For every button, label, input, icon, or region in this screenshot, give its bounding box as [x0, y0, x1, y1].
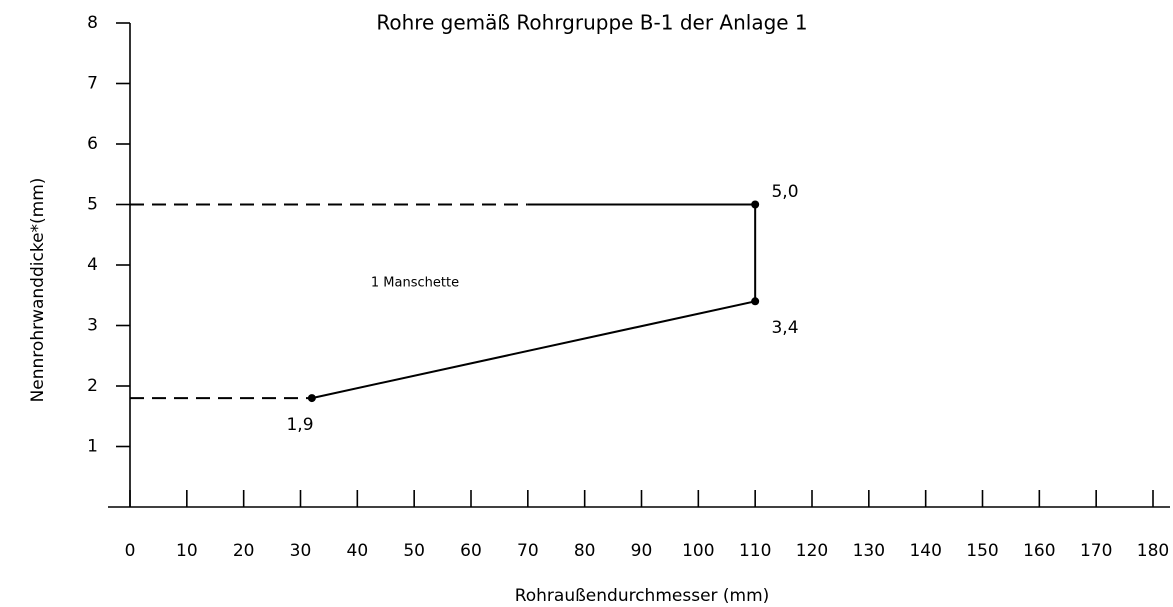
y-tick-label: 3	[87, 316, 98, 336]
x-tick-label: 140	[909, 541, 941, 561]
x-tick-label: 30	[290, 541, 312, 561]
x-tick-label: 10	[176, 541, 198, 561]
y-tick-label: 1	[87, 437, 98, 457]
x-tick-label: 50	[403, 541, 425, 561]
x-tick-label: 130	[853, 541, 885, 561]
x-tick-label: 40	[347, 541, 369, 561]
annotation: 1 Manschette	[371, 276, 459, 291]
x-axis-label: Rohraußendurchmesser (mm)	[515, 586, 770, 606]
point	[751, 297, 760, 306]
x-tick-label: 60	[460, 541, 482, 561]
y-axis-label: Nennrohrwanddicke*(mm)	[28, 178, 48, 403]
x-tick-label: 70	[517, 541, 539, 561]
x-tick-label: 90	[631, 541, 653, 561]
x-tick-label: 20	[233, 541, 255, 561]
annotation: 1,9	[286, 415, 313, 435]
y-tick-label: 6	[87, 134, 98, 154]
x-tick-label: 110	[739, 541, 771, 561]
x-tick-label: 80	[574, 541, 596, 561]
annotation: 5,0	[771, 182, 798, 202]
line	[311, 204, 757, 400]
x-tick-label: 160	[1023, 541, 1055, 561]
y-tick-label: 5	[87, 195, 98, 215]
y-tick-label: 4	[87, 255, 98, 275]
x-tick-label: 0	[125, 541, 136, 561]
x-tick-label: 170	[1080, 541, 1112, 561]
y-tick-label: 2	[87, 376, 98, 396]
y-tick-label: 8	[87, 13, 98, 33]
x-tick-label: 100	[682, 541, 714, 561]
y-tick-label: 7	[87, 74, 98, 94]
chart-title: Rohre gemäß Rohrgruppe B-1 der Anlage 1	[376, 11, 807, 35]
x-tick-label: 150	[966, 541, 998, 561]
x-tick-label: 120	[796, 541, 828, 561]
x-tick-label: 180	[1137, 541, 1169, 561]
annotation: 3,4	[771, 318, 798, 338]
